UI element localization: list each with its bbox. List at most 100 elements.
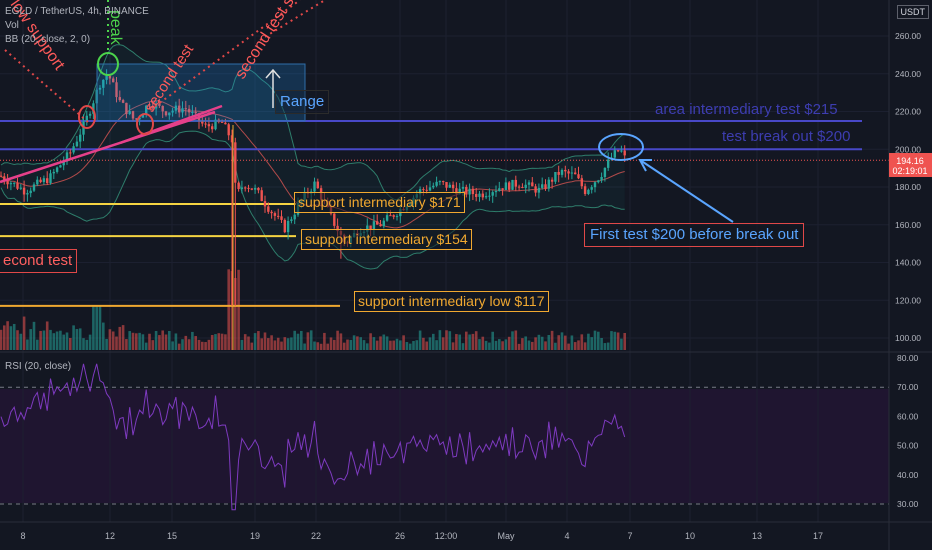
volume-bar	[98, 305, 102, 350]
candle-body	[220, 121, 224, 123]
candle-body	[36, 179, 39, 185]
currency-button[interactable]: USDT	[896, 5, 929, 19]
peak-label: peak	[107, 10, 124, 46]
volume-bar	[448, 331, 452, 350]
candle-body	[121, 100, 125, 103]
candle-body	[158, 103, 161, 106]
candle-body	[395, 216, 399, 218]
volume-bar	[455, 334, 458, 350]
candle-body	[498, 188, 501, 191]
candle-body	[577, 174, 580, 179]
candle-body	[270, 211, 273, 214]
candle-body	[593, 182, 597, 188]
candle-body	[511, 179, 514, 190]
candle-body	[422, 189, 425, 191]
time-tick-label: 22	[311, 531, 321, 541]
volume-bar	[432, 333, 435, 350]
rsi-legend[interactable]: RSI (20, close)	[5, 361, 72, 372]
candle-body	[32, 184, 36, 191]
candle-body	[98, 87, 102, 90]
symbol-legend[interactable]: EGLD / TetherUS, 4h, BINANCE	[5, 6, 149, 17]
candle-body	[597, 180, 600, 183]
volume-bar	[567, 343, 570, 350]
volume-bar	[6, 321, 9, 350]
volume-bar	[234, 278, 237, 350]
second-test-support-dotted-line	[149, 0, 301, 111]
candle-body	[475, 194, 478, 197]
candle-body	[590, 187, 593, 190]
candle-body	[72, 146, 75, 153]
candle-body	[587, 189, 590, 194]
candle-body	[191, 111, 194, 113]
candle-body	[442, 181, 445, 183]
candle-body	[435, 181, 438, 186]
volume-bar	[590, 337, 593, 350]
bb-legend[interactable]: BB (20, close, 2, 0)	[5, 34, 91, 45]
volume-bar	[164, 334, 168, 350]
candle-body	[277, 215, 280, 217]
vol-legend[interactable]: Vol	[5, 20, 19, 31]
volume-bar	[138, 332, 141, 350]
time-tick-label: 12	[105, 531, 115, 541]
candle-body	[52, 171, 55, 174]
time-tick-label: 15	[167, 531, 177, 541]
pink-trendline-1	[0, 110, 216, 184]
candle-body	[105, 75, 108, 80]
volume-bar	[270, 335, 273, 350]
candle-body	[257, 187, 260, 191]
candle-body	[293, 214, 296, 220]
candle-body	[164, 111, 168, 116]
volume-bar	[481, 336, 485, 350]
time-tick-label: 26	[395, 531, 405, 541]
volume-bar	[379, 336, 382, 350]
candle-body	[22, 187, 26, 195]
volume-bar	[220, 333, 224, 350]
volume-bar	[498, 339, 501, 350]
volume-bar	[620, 338, 623, 350]
candle-body	[372, 221, 376, 230]
price-tick-label: 140.00	[895, 258, 921, 268]
volume-bar	[382, 334, 386, 350]
candle-body	[240, 187, 244, 190]
candle-body	[379, 224, 382, 227]
volume-bar	[484, 340, 488, 350]
volume-bar	[418, 330, 422, 350]
volume-bar	[201, 341, 204, 350]
volume-bar	[306, 332, 310, 350]
volume-bar	[210, 335, 214, 350]
candle-body	[494, 190, 498, 193]
volume-bar	[339, 333, 343, 350]
low-support-dotted-line	[4, 49, 89, 123]
candle-body	[560, 169, 564, 175]
second-test-label: econd test	[0, 249, 78, 273]
volume-bar	[286, 338, 290, 350]
candle-body	[428, 187, 432, 191]
volume-bar	[531, 341, 534, 350]
volume-bar	[240, 339, 244, 350]
candle-body	[583, 186, 587, 194]
current-price-value: 194.16	[896, 156, 924, 166]
price-tick-label: 260.00	[895, 31, 921, 41]
candle-body	[234, 142, 237, 183]
volume-bar	[151, 340, 155, 350]
volume-bar	[323, 332, 326, 350]
volume-bar	[395, 338, 399, 350]
candle-body	[382, 220, 385, 227]
candle-body	[244, 187, 247, 189]
second-test-circle	[136, 113, 154, 135]
volume-bar	[412, 341, 415, 350]
volume-bar	[372, 337, 376, 350]
volume-bar	[115, 336, 118, 350]
volume-bar	[19, 333, 23, 350]
volume-bar	[194, 336, 197, 350]
rsi-tick-label: 30.00	[897, 499, 919, 509]
volume-bar	[580, 334, 584, 350]
volume-bar	[471, 333, 475, 350]
time-tick-label: 13	[752, 531, 762, 541]
candle-body	[517, 186, 521, 188]
volume-bar	[405, 342, 409, 350]
volume-bar	[616, 332, 620, 350]
volume-bar	[557, 335, 560, 350]
pink-trendline-2	[119, 104, 223, 145]
